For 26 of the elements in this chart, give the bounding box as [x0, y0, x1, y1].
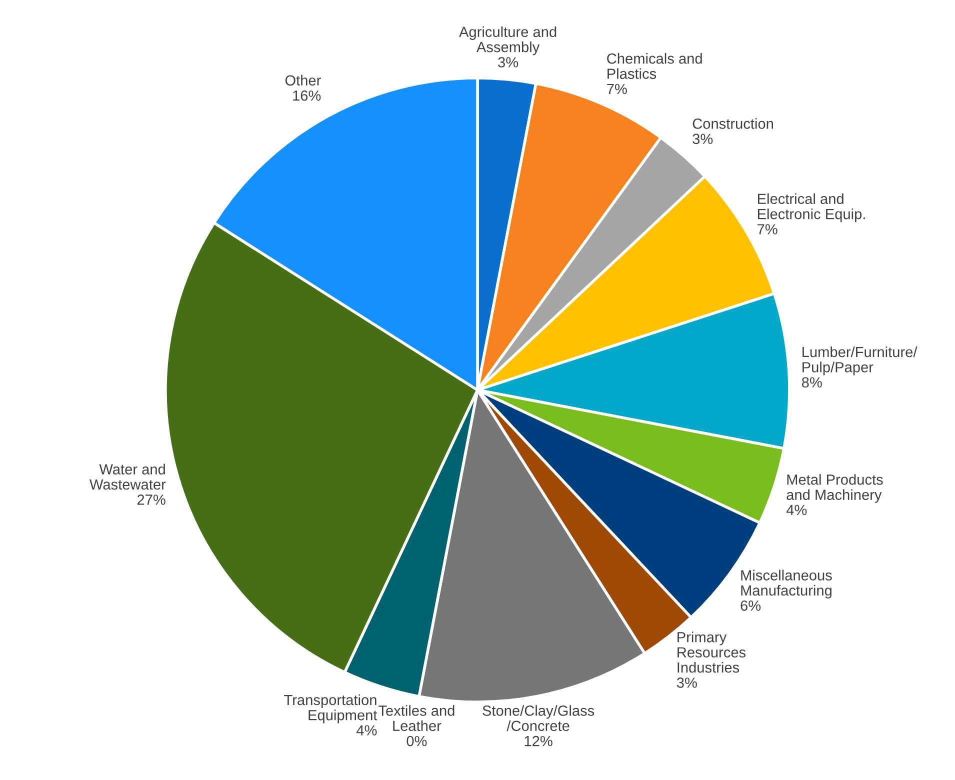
slice-label: Miscellaneous Manufacturing [741, 570, 832, 599]
data-label: 7% [607, 84, 627, 94]
data-label: 8% [802, 377, 822, 388]
data-label: 6% [740, 600, 761, 611]
data-label: 12% [524, 736, 552, 746]
data-label: 4% [356, 725, 377, 736]
slice-label: Primary Resources Industries [678, 632, 746, 673]
slice-label: Construction [692, 118, 774, 129]
data-label: 3% [498, 57, 518, 68]
data-label: 3% [692, 134, 713, 144]
data-label: 7% [758, 224, 778, 234]
text: 0% [406, 736, 427, 746]
slice-label: Agriculture and Assembly [459, 26, 556, 56]
slice-label: Electrical and Electronic Equip. [758, 193, 865, 222]
slice-label: Metal Products and Machinery [786, 474, 883, 503]
slice-label: Water and Wastewater [90, 464, 166, 490]
slice-label: Other [285, 74, 321, 86]
data-label: 3% [676, 678, 697, 688]
data-label: 27% [137, 494, 166, 505]
data-label: 16% [293, 90, 321, 101]
slice-label: Lumber/Furniture/ Pulp/Paper [802, 346, 918, 376]
slice-label: Transportation Equipment [284, 694, 378, 724]
slice-label: Stone/Clay/Glass /Concrete [482, 705, 594, 732]
slice-label: Chemicals and Plastics [607, 53, 702, 79]
category-label: Textiles and Leather [378, 705, 454, 732]
data-label: 4% [786, 504, 807, 516]
